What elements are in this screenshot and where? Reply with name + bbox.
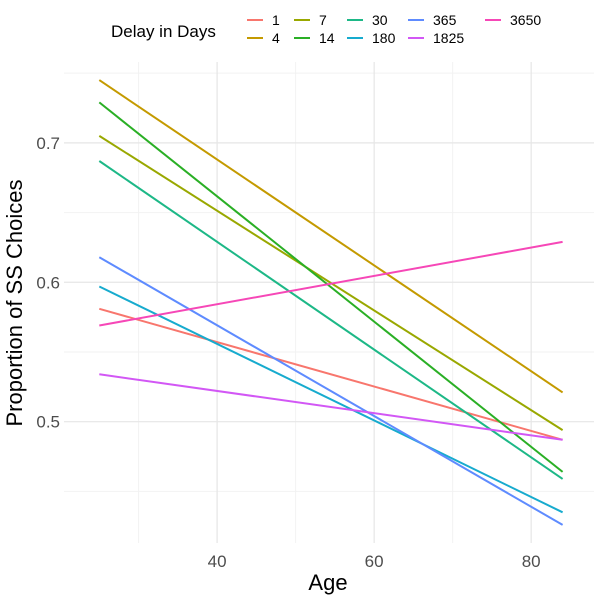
series-line-3650 [99, 240, 563, 327]
legend-item-30: 30 [347, 12, 388, 28]
series-line-14 [98, 101, 564, 473]
y-tick-label: 0.7 [36, 134, 60, 153]
legend-label: 7 [319, 12, 327, 28]
legend-label: 1 [272, 12, 280, 28]
legend-item-180: 180 [347, 30, 396, 46]
y-axis-title: Proportion of SS Choices [2, 179, 27, 426]
series-line-30 [98, 160, 564, 480]
legend-label: 14 [319, 30, 335, 46]
legend-item-4: 4 [247, 30, 280, 46]
series-lines [98, 79, 564, 526]
legend-item-7: 7 [294, 12, 327, 28]
legend-item-14: 14 [294, 30, 335, 46]
series-line-4 [98, 79, 564, 394]
x-tick-label: 60 [365, 552, 384, 571]
legend-label: 4 [272, 30, 280, 46]
y-tick-label: 0.6 [36, 273, 60, 292]
series-line-180 [98, 285, 564, 514]
series-line-365 [98, 256, 564, 526]
legend-label: 180 [372, 30, 396, 46]
x-axis-title: Age [308, 570, 347, 595]
legend-item-365: 365 [408, 12, 457, 28]
tick-labels: 40 60 80 0.5 0.6 0.7 [36, 134, 540, 571]
series-line-1 [99, 307, 563, 441]
legend-item-1825: 1825 [408, 30, 464, 46]
series-line-1825 [99, 373, 563, 441]
legend-label: 1825 [433, 30, 464, 46]
legend-label: 365 [433, 12, 457, 28]
x-tick-label: 80 [522, 552, 541, 571]
grid [64, 62, 594, 543]
legend-title: Delay in Days [111, 22, 216, 41]
legend-label: 30 [372, 12, 388, 28]
y-tick-label: 0.5 [36, 413, 60, 432]
legend-item-1: 1 [247, 12, 280, 28]
x-tick-label: 40 [208, 552, 227, 571]
legend-label: 3650 [510, 12, 541, 28]
legend-item-3650: 3650 [485, 12, 541, 28]
